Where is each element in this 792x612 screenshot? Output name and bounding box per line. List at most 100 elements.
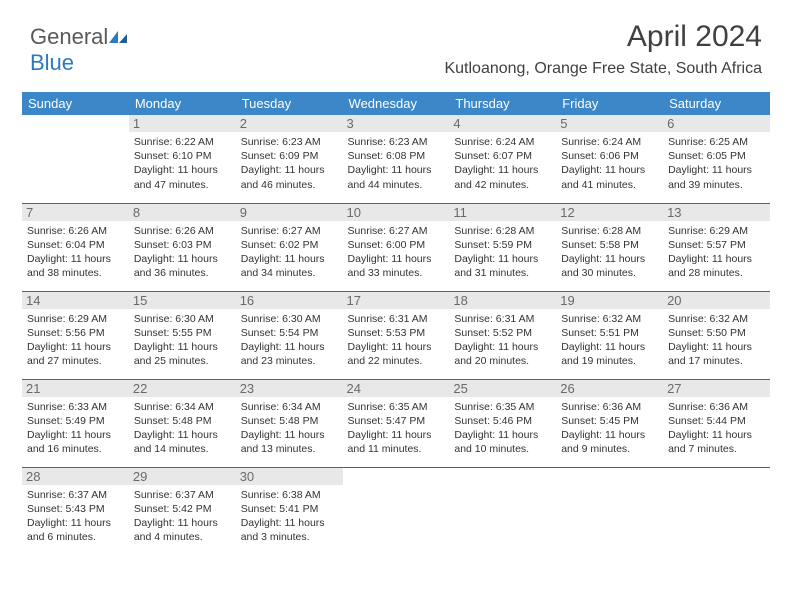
day-number: 20 [663,292,770,309]
day-details: Sunrise: 6:37 AMSunset: 5:42 PMDaylight:… [134,488,231,545]
calendar-day-cell: 3Sunrise: 6:23 AMSunset: 6:08 PMDaylight… [343,115,450,203]
day-details: Sunrise: 6:26 AMSunset: 6:03 PMDaylight:… [134,224,231,281]
weekday-header: Wednesday [343,92,450,115]
calendar-day-cell: 18 Sunrise: 6:31 AMSunset: 5:52 PMDayligh… [449,291,556,379]
calendar-day-cell: 20 Sunrise: 6:32 AMSunset: 5:50 PMDayligh… [663,291,770,379]
calendar-week-row: 7 Sunrise: 6:26 AMSunset: 6:04 PMDaylight… [22,203,770,291]
day-details: Sunrise: 6:29 AMSunset: 5:56 PMDaylight:… [27,312,124,369]
day-number: 26 [556,380,663,397]
calendar-day-cell: 6Sunrise: 6:25 AMSunset: 6:05 PMDaylight… [663,115,770,203]
calendar-day-cell: 12 Sunrise: 6:28 AMSunset: 5:58 PMDayligh… [556,203,663,291]
location-subtitle: Kutloanong, Orange Free State, South Afr… [444,60,762,78]
day-details: Sunrise: 6:34 AMSunset: 5:48 PMDaylight:… [134,400,231,457]
day-number: 14 [22,292,129,309]
day-number: 12 [556,204,663,221]
calendar-day-cell: 4Sunrise: 6:24 AMSunset: 6:07 PMDaylight… [449,115,556,203]
day-details: Sunrise: 6:25 AMSunset: 6:05 PMDaylight:… [668,135,765,192]
calendar-day-cell: 17 Sunrise: 6:31 AMSunset: 5:53 PMDayligh… [343,291,450,379]
calendar-day-cell: 22 Sunrise: 6:34 AMSunset: 5:48 PMDayligh… [129,379,236,467]
day-number: 30 [236,468,343,485]
brand-part1: General [30,24,108,49]
calendar-day-cell: 28 Sunrise: 6:37 AMSunset: 5:43 PMDayligh… [22,467,129,555]
day-details: Sunrise: 6:30 AMSunset: 5:55 PMDaylight:… [134,312,231,369]
day-details: Sunrise: 6:28 AMSunset: 5:58 PMDaylight:… [561,224,658,281]
calendar-day-cell [449,467,556,555]
day-number: 1 [129,115,236,132]
calendar-day-cell: 19 Sunrise: 6:32 AMSunset: 5:51 PMDayligh… [556,291,663,379]
day-details: Sunrise: 6:32 AMSunset: 5:51 PMDaylight:… [561,312,658,369]
day-number: 27 [663,380,770,397]
day-details: Sunrise: 6:36 AMSunset: 5:44 PMDaylight:… [668,400,765,457]
calendar-week-row: 14 Sunrise: 6:29 AMSunset: 5:56 PMDayligh… [22,291,770,379]
day-details: Sunrise: 6:31 AMSunset: 5:53 PMDaylight:… [348,312,445,369]
day-number: 24 [343,380,450,397]
calendar-day-cell: 25Sunrise: 6:35 AMSunset: 5:46 PMDayligh… [449,379,556,467]
calendar-day-cell: 7 Sunrise: 6:26 AMSunset: 6:04 PMDaylight… [22,203,129,291]
calendar-day-cell: 16 Sunrise: 6:30 AMSunset: 5:54 PMDayligh… [236,291,343,379]
day-number: 7 [22,204,129,221]
day-number: 2 [236,115,343,132]
calendar-day-cell: 5 Sunrise: 6:24 AMSunset: 6:06 PMDaylight… [556,115,663,203]
day-details: Sunrise: 6:34 AMSunset: 5:48 PMDaylight:… [241,400,338,457]
day-details: Sunrise: 6:22 AMSunset: 6:10 PMDaylight:… [134,135,231,192]
brand-part2: Blue [30,50,74,75]
day-number: 16 [236,292,343,309]
calendar-day-cell: 29 Sunrise: 6:37 AMSunset: 5:42 PMDayligh… [129,467,236,555]
day-details: Sunrise: 6:37 AMSunset: 5:43 PMDaylight:… [27,488,124,545]
sail-icon [108,24,128,38]
brand-logo: GeneralBlue [30,20,128,76]
day-details: Sunrise: 6:23 AMSunset: 6:09 PMDaylight:… [241,135,338,192]
day-number: 3 [343,115,450,132]
day-details: Sunrise: 6:24 AMSunset: 6:06 PMDaylight:… [561,135,658,192]
weekday-header: Monday [129,92,236,115]
day-number: 18 [449,292,556,309]
weekday-header: Tuesday [236,92,343,115]
calendar-week-row: 1 Sunrise: 6:22 AMSunset: 6:10 PMDaylight… [22,115,770,203]
calendar-day-cell: 11Sunrise: 6:28 AMSunset: 5:59 PMDayligh… [449,203,556,291]
day-details: Sunrise: 6:28 AMSunset: 5:59 PMDaylight:… [454,224,551,281]
day-number: 9 [236,204,343,221]
day-details: Sunrise: 6:32 AMSunset: 5:50 PMDaylight:… [668,312,765,369]
day-details: Sunrise: 6:31 AMSunset: 5:52 PMDaylight:… [454,312,551,369]
day-details: Sunrise: 6:29 AMSunset: 5:57 PMDaylight:… [668,224,765,281]
calendar-day-cell: 8 Sunrise: 6:26 AMSunset: 6:03 PMDaylight… [129,203,236,291]
title-block: April 2024 Kutloanong, Orange Free State… [444,20,762,78]
weekday-header: Sunday [22,92,129,115]
weekday-header: Friday [556,92,663,115]
calendar-table: Sunday Monday Tuesday Wednesday Thursday… [22,92,770,555]
day-details: Sunrise: 6:27 AMSunset: 6:02 PMDaylight:… [241,224,338,281]
day-number: 19 [556,292,663,309]
day-details: Sunrise: 6:36 AMSunset: 5:45 PMDaylight:… [561,400,658,457]
day-details: Sunrise: 6:27 AMSunset: 6:00 PMDaylight:… [348,224,445,281]
day-details: Sunrise: 6:35 AMSunset: 5:47 PMDaylight:… [348,400,445,457]
day-number: 5 [556,115,663,132]
day-number: 28 [22,468,129,485]
calendar-day-cell: 24 Sunrise: 6:35 AMSunset: 5:47 PMDayligh… [343,379,450,467]
calendar-day-cell: 2 Sunrise: 6:23 AMSunset: 6:09 PMDaylight… [236,115,343,203]
day-details: Sunrise: 6:35 AMSunset: 5:46 PMDaylight:… [454,400,551,457]
day-number: 29 [129,468,236,485]
day-number: 22 [129,380,236,397]
calendar-day-cell [343,467,450,555]
calendar-day-cell: 15Sunrise: 6:30 AMSunset: 5:55 PMDayligh… [129,291,236,379]
day-details: Sunrise: 6:38 AMSunset: 5:41 PMDaylight:… [241,488,338,545]
day-number: 21 [22,380,129,397]
calendar-day-cell [22,115,129,203]
calendar-day-cell: 10Sunrise: 6:27 AMSunset: 6:00 PMDayligh… [343,203,450,291]
weekday-header: Saturday [663,92,770,115]
calendar-day-cell: 27 Sunrise: 6:36 AMSunset: 5:44 PMDayligh… [663,379,770,467]
weekday-header-row: Sunday Monday Tuesday Wednesday Thursday… [22,92,770,115]
calendar-week-row: 28 Sunrise: 6:37 AMSunset: 5:43 PMDayligh… [22,467,770,555]
day-number: 23 [236,380,343,397]
day-number: 8 [129,204,236,221]
day-number: 4 [449,115,556,132]
day-number: 17 [343,292,450,309]
weekday-header: Thursday [449,92,556,115]
page-title: April 2024 [444,20,762,54]
calendar-day-cell: 13Sunrise: 6:29 AMSunset: 5:57 PMDayligh… [663,203,770,291]
day-details: Sunrise: 6:30 AMSunset: 5:54 PMDaylight:… [241,312,338,369]
calendar-day-cell: 9 Sunrise: 6:27 AMSunset: 6:02 PMDaylight… [236,203,343,291]
calendar-day-cell [556,467,663,555]
day-details: Sunrise: 6:26 AMSunset: 6:04 PMDaylight:… [27,224,124,281]
calendar-day-cell [663,467,770,555]
